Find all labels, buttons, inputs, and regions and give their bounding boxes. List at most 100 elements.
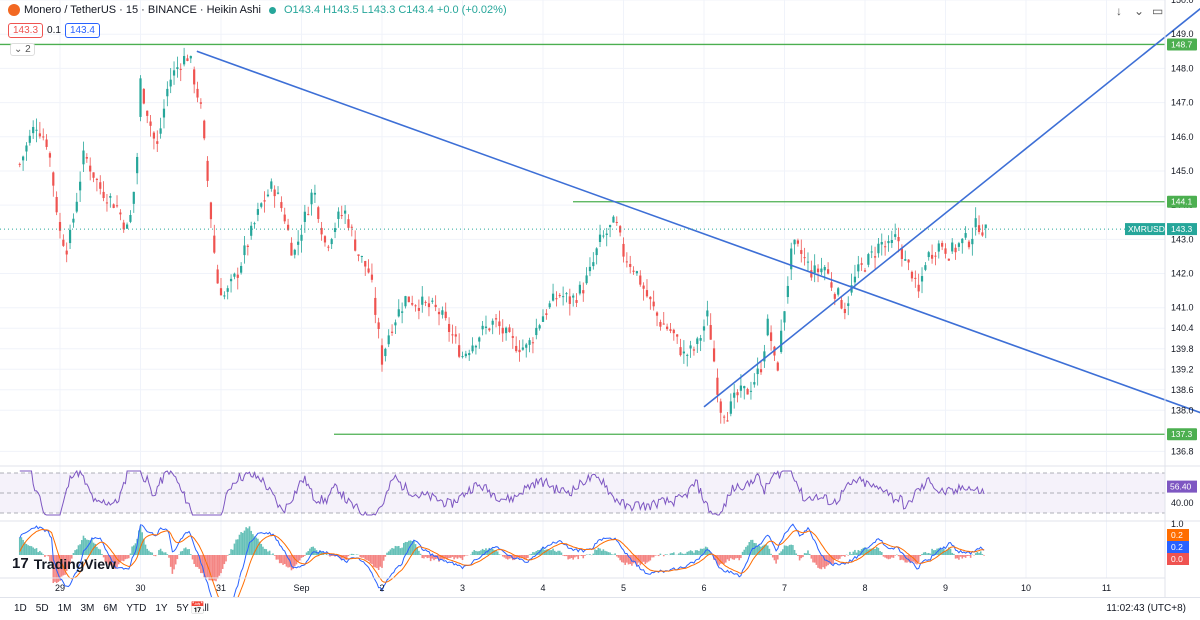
macd-histogram-bar [225, 555, 227, 561]
candle-body [166, 89, 168, 96]
candle-body [747, 389, 749, 395]
candle-body [341, 215, 343, 216]
ohlc-values: O143.4 H143.5 L143.3 C143.4 +0.0 (+0.02%… [284, 4, 507, 16]
macd-histogram-bar [569, 555, 571, 559]
macd-histogram-bar [604, 551, 606, 555]
macd-histogram-bar [374, 555, 376, 567]
macd-histogram-bar [274, 555, 276, 556]
candle-body [606, 234, 608, 235]
macd-histogram-bar [601, 551, 603, 555]
macd-histogram-bar [29, 546, 31, 555]
macd-histogram-bar [737, 555, 739, 558]
macd-histogram-bar [525, 555, 527, 559]
indicators-collapse-button[interactable]: ⌄ 2 [10, 43, 35, 56]
candle-body [277, 193, 279, 194]
macd-histogram-bar [457, 555, 459, 559]
macd-histogram-bar [970, 555, 972, 558]
macd-histogram-bar [155, 555, 157, 556]
price-tick-label: 138.6 [1171, 385, 1194, 395]
macd-histogram-bar [891, 555, 893, 557]
buy-price-box[interactable]: 143.4 [65, 23, 100, 38]
move-down-icon[interactable]: ↓ [1116, 4, 1122, 18]
candle-body [914, 278, 916, 279]
chart-canvas[interactable]: 136.8138.0138.6139.2139.8140.4141.0142.0… [0, 0, 1200, 597]
macd-histogram-bar [373, 555, 375, 567]
macd-histogram-bar [792, 545, 794, 555]
candle-body [388, 335, 390, 344]
macd-histogram-bar [920, 555, 922, 556]
macd-histogram-bar [769, 549, 771, 555]
candle-body [834, 294, 836, 299]
macd-histogram-bar [683, 554, 685, 555]
macd-histogram-bar [36, 548, 38, 555]
macd-histogram-bar [391, 548, 393, 555]
candle-body [72, 219, 74, 223]
macd-histogram-bar [272, 553, 274, 555]
trendlines[interactable] [197, 0, 1200, 451]
candle-body [515, 346, 517, 351]
macd-histogram-bar [530, 554, 532, 555]
macd-histogram-bar [452, 555, 454, 557]
macd-histogram-bar [842, 555, 844, 556]
candle-body [961, 239, 963, 243]
calendar-icon[interactable]: 📅 [190, 601, 205, 615]
range-button-1m[interactable]: 1M [58, 603, 72, 614]
macd-histogram-bar [473, 550, 475, 555]
macd-histogram-bar [572, 555, 574, 560]
macd-histogram-bar [584, 555, 586, 556]
candle-body [673, 330, 675, 333]
candle-body [56, 197, 58, 212]
macd-histogram-bar [784, 545, 786, 555]
candle-body [954, 248, 956, 252]
candle-body [512, 336, 514, 338]
monero-coin-icon [8, 4, 20, 16]
macd-histogram-bar [623, 555, 625, 563]
macd-histogram-bar [562, 555, 564, 556]
candle-body [267, 195, 269, 197]
range-button-5y[interactable]: 5Y [177, 603, 189, 614]
macd-histogram-bar [723, 555, 725, 564]
candle-body [800, 250, 802, 254]
range-button-5d[interactable]: 5D [36, 603, 49, 614]
clock[interactable]: 11:02:43 (UTC+8) [1106, 603, 1186, 614]
range-button-1d[interactable]: 1D [14, 603, 27, 614]
sell-price-box[interactable]: 143.3 [8, 23, 43, 38]
macd-histogram-bar [883, 555, 885, 557]
macd-histogram-bar [279, 555, 281, 563]
candle-body [931, 255, 933, 259]
range-button-1y[interactable]: 1Y [155, 603, 167, 614]
macd-histogram-bar [958, 555, 960, 560]
range-button-ytd[interactable]: YTD [126, 603, 146, 614]
candle-body [760, 369, 762, 372]
candle-body [200, 102, 202, 103]
macd-histogram-bar [797, 555, 799, 556]
range-button-3m[interactable]: 3M [81, 603, 95, 614]
candle-body [247, 246, 249, 247]
macd-histogram-bar [650, 555, 652, 560]
macd-histogram-bar [393, 549, 395, 555]
macd-histogram-bar [809, 554, 811, 555]
macd-histogram-bar [790, 545, 792, 555]
symbol-title[interactable]: Monero / TetherUS · 15 · BINANCE · Heiki… [24, 4, 261, 16]
candle-body [626, 261, 628, 262]
macd-histogram-bar [401, 548, 403, 555]
time-tick-label: 7 [782, 583, 787, 593]
macd-histogram-bar [167, 554, 169, 555]
candle-body [552, 294, 554, 301]
maximize-pane-icon[interactable]: ▭ [1152, 4, 1163, 18]
macd-histogram-bar [967, 555, 969, 556]
candle-series [19, 48, 987, 424]
candle-body [602, 236, 604, 237]
candle-body [42, 136, 44, 137]
macd-histogram-bar [965, 555, 967, 558]
macd-histogram-bar [727, 555, 729, 559]
macd-histogram-bar [222, 555, 224, 569]
candle-body [223, 295, 225, 296]
chevron-down-icon[interactable]: ⌄ [1134, 4, 1144, 18]
macd-histogram-bar [945, 551, 947, 555]
macd-histogram-bar [276, 555, 278, 560]
range-button-6m[interactable]: 6M [103, 603, 117, 614]
candle-body [783, 311, 785, 322]
